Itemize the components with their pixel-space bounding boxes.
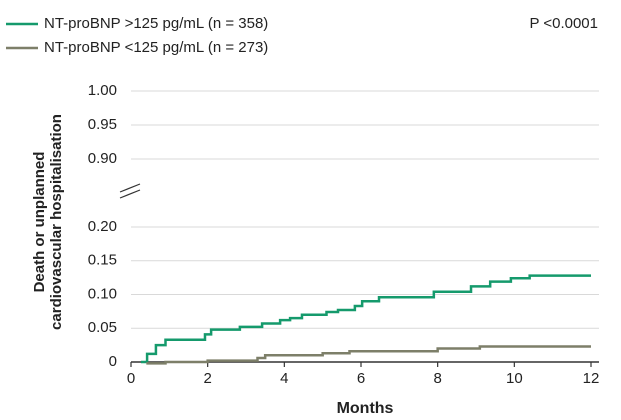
y-tick-label: 0.10 [88,285,117,302]
y-tick-label: 0.15 [88,252,117,269]
y-tick-label: 1.00 [88,82,117,99]
x-tick-label: 12 [583,370,600,387]
y-tick-label: 0.05 [88,319,117,336]
x-axis-title: Months [337,400,394,417]
y-axis-title: cardiovascular hospitalisation [48,114,65,330]
x-tick-label: 8 [433,370,441,387]
legend-label: NT-proBNP >125 pg/mL (n = 358) [44,15,268,32]
y-tick-label: 0 [109,353,117,370]
axis-break [119,183,141,199]
y-tick-label: 0.90 [88,150,117,167]
y-axis-title: Death or unplanned [31,152,48,293]
y-tick-label: 0.20 [88,218,117,235]
legend-label: NT-proBNP <125 pg/mL (n = 273) [44,39,268,56]
x-tick-label: 0 [127,370,135,387]
x-tick-label: 6 [357,370,365,387]
x-tick-label: 2 [203,370,211,387]
annotation: P <0.0001 [529,15,598,32]
step-line [140,274,591,364]
y-tick-label: 0.95 [88,116,117,133]
x-tick-label: 4 [280,370,288,387]
x-tick-label: 10 [506,370,523,387]
step-line [146,345,591,365]
